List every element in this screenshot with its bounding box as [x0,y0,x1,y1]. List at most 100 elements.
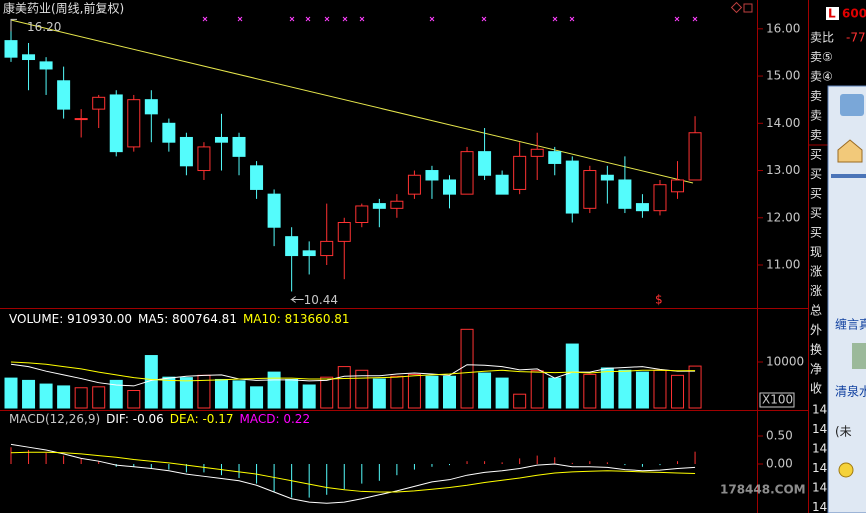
unit-label: X100 [762,393,793,407]
candle-body [671,179,685,193]
volume-bar [688,365,702,409]
candle-body [74,118,88,121]
volume-bar [372,378,386,409]
volume-bar [653,369,667,409]
badge-box [826,7,839,20]
event-marker [202,16,208,22]
y-tick-label: 0.50 [766,428,793,442]
volume-bar [267,371,281,409]
quote-row-label: 卖⑤ [810,50,833,64]
quote-value: 14 [812,442,827,456]
volume-bar [583,373,597,409]
quote-row-label: 卖 [810,109,822,123]
candle-body [443,179,456,195]
candle-body [635,203,649,212]
thumbnail [852,343,866,369]
volume-bar [92,386,106,409]
quote-row-label: 涨 [810,264,822,279]
popup-item: 清泉水 [835,385,866,399]
legend-item: DIF: -0.06 [106,412,164,426]
people-icon [840,94,864,116]
quote-value: 14 [812,422,827,436]
volume-bar [565,343,579,409]
candle-body [390,200,404,209]
chart-title: 康美药业(周线,前复权) [3,1,124,16]
trend-line [10,19,694,184]
candle-body [600,174,614,181]
volume-bar [548,377,562,409]
volume-bar [285,378,299,409]
quote-row-label: 收 [810,382,822,396]
legend-item: MACD: 0.22 [240,412,311,426]
event-marker [289,16,295,22]
quote-row-label: 卖比 [810,31,834,45]
candle-body [302,250,316,257]
unit-box [759,392,795,408]
volume-bar [39,383,53,409]
y-tick-label: 14.00 [766,116,800,130]
candle-body [618,179,632,209]
candle-body [337,221,351,242]
candle-body [688,132,702,181]
event-marker [342,16,348,22]
volume-bar [214,378,228,409]
y-tick-label: 16.00 [766,21,800,35]
event-marker [324,16,330,22]
candle-body [179,136,193,167]
event-marker [674,16,680,22]
y-tick-label: 11.00 [766,258,800,272]
y-tick-label: 10000 [766,354,804,368]
indicator-line [10,443,696,504]
candle-body [565,160,579,214]
candle-body [22,54,36,61]
quote-row-label: 总 [810,304,822,318]
candle-body [162,122,176,143]
volume-bar [600,367,614,409]
event-marker [237,16,243,22]
volume-bar [443,375,456,409]
volume-bar [635,371,649,409]
stock-code: 600 [842,7,866,21]
candle-body [232,136,246,157]
candle-body [285,236,299,257]
watermark: 178448.COM [720,483,806,497]
candle-body [197,146,211,172]
event-marker: $ [655,293,663,307]
volume-bar [320,376,334,409]
volume-bar [407,373,421,409]
volume-bar [460,328,474,409]
quote-row-label: 卖④ [810,70,833,84]
badge: L [828,7,836,21]
quote-row-label: 买 [810,167,822,181]
volume-bar [22,379,36,409]
y-tick-label: 15.00 [766,69,800,83]
volume-bar [232,380,246,409]
candle-body [127,99,141,148]
candle-body [583,170,597,209]
volume-bar [495,377,509,409]
volume-bar [162,376,176,409]
event-marker [481,16,487,22]
legend-item: MA10: 813660.81 [243,312,350,326]
candle-body [460,151,474,195]
y-tick-label: 0.00 [766,456,793,470]
legend-label: VOLUME: 910930.00 [9,312,132,326]
candle-body [4,40,18,58]
quote-row-label: 现 [810,245,822,259]
volume-bar [4,377,18,409]
candle-body [425,170,439,181]
annotation-arrow [290,296,304,303]
icon [743,3,753,13]
candle-body [495,174,509,195]
quote-row-label: 买 [810,206,822,220]
quote-value: 14 [812,461,827,475]
legend-label: MACD(12,26,9) [9,412,100,426]
candle-body [407,174,421,195]
candle-body [372,203,386,209]
candle-body [92,96,106,110]
quote-row-label: 卖 [810,89,822,103]
legend-item: MA5: 800764.81 [138,312,237,326]
quote-value: 14 [812,403,827,417]
